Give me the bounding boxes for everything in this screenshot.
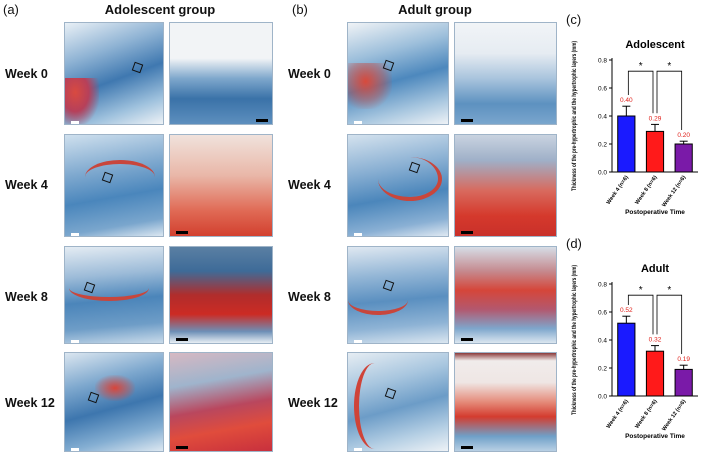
histology-adolescent-week0-zoom [169, 22, 273, 125]
scale-bar [461, 446, 473, 449]
bar [617, 322, 636, 397]
bar [674, 368, 693, 397]
histology-adult-week0-overview [347, 22, 449, 125]
bar [617, 115, 636, 173]
x-tick-label: Week 8 (n=6) [634, 175, 658, 206]
bar [674, 143, 693, 173]
week-label-a-0: Week 0 [5, 67, 48, 81]
histology-adult-week4-zoom [454, 134, 557, 237]
panel-a-title: Adolescent group [104, 2, 216, 17]
roi-box [131, 61, 144, 74]
week-label-b-1: Week 4 [288, 178, 331, 192]
y-tick-label: 0.4 [598, 338, 607, 345]
data-label: 0.29 [649, 115, 662, 122]
data-label: 0.19 [677, 356, 690, 363]
significance-marker: * [639, 61, 643, 72]
x-tick-label: Week 8 (n=6) [634, 399, 658, 430]
y-axis-label: Thickness of the pre-hypertrophic and th… [572, 265, 578, 415]
bar [645, 130, 665, 173]
significance-marker: * [639, 285, 643, 296]
scale-bar [176, 446, 188, 449]
x-tick-label: Week 4 (n=6) [606, 399, 630, 430]
panel-a-letter: (a) [3, 2, 19, 17]
scale-bar [354, 121, 362, 124]
significance-bracket [656, 70, 683, 130]
y-tick-label: 0.8 [598, 282, 607, 289]
histology-adolescent-week8-zoom [169, 246, 273, 344]
scale-bar [354, 340, 362, 343]
roi-box [87, 391, 100, 404]
y-axis-label: Thickness of the pre-hypertrophic and th… [572, 41, 578, 191]
scale-bar [176, 338, 188, 341]
significance-bracket [656, 294, 683, 354]
week-label-b-0: Week 0 [288, 67, 331, 81]
scale-bar [354, 448, 362, 451]
histology-adult-week12-zoom [454, 352, 557, 452]
histology-adult-week4-overview [347, 134, 449, 237]
histology-adult-week0-zoom [454, 22, 557, 125]
scale-bar [461, 119, 473, 122]
x-tick-label: Week 12 (n=6) [661, 175, 687, 209]
histology-adult-week12-overview [347, 352, 449, 452]
histology-adult-week8-overview [347, 246, 449, 344]
week-label-b-3: Week 12 [288, 396, 338, 410]
data-label: 0.32 [649, 337, 662, 344]
significance-bracket [627, 70, 654, 114]
scale-bar [71, 233, 79, 236]
scale-bar [71, 448, 79, 451]
histology-adolescent-week0-overview [64, 22, 164, 125]
panel-b-title: Adult group [398, 2, 472, 17]
scale-bar [354, 233, 362, 236]
x-tick-label: Week 4 (n=6) [606, 175, 630, 206]
scale-bar [71, 340, 79, 343]
x-axis-label: Postoperative Time [625, 209, 685, 216]
week-label-a-2: Week 8 [5, 290, 48, 304]
bar-chart-adult: Adult Thickness of the pre-hypertrophic a… [572, 263, 698, 440]
week-label-a-3: Week 12 [5, 396, 55, 410]
y-tick-label: 0.2 [598, 366, 607, 373]
data-label: 0.40 [620, 97, 633, 104]
bar [645, 350, 665, 397]
bar-chart-adolescent: Adolescent Thickness of the pre-hypertrop… [572, 39, 698, 216]
significance-marker: * [667, 285, 671, 296]
x-tick-label: Week 12 (n=6) [661, 399, 687, 433]
scale-bar [461, 338, 473, 341]
week-label-b-2: Week 8 [288, 290, 331, 304]
histology-adolescent-week4-zoom [169, 134, 273, 237]
histology-adult-week8-zoom [454, 246, 557, 344]
y-tick-label: 0.8 [598, 58, 607, 65]
significance-bracket [627, 294, 654, 335]
chart-title: Adolescent [625, 39, 685, 51]
histology-adolescent-week8-overview [64, 246, 164, 344]
panel-d-letter: (d) [566, 236, 582, 251]
y-tick-label: 0.0 [598, 394, 607, 401]
scale-bar [461, 231, 473, 234]
data-label: 0.52 [620, 307, 633, 314]
y-tick-label: 0.0 [598, 170, 607, 177]
scale-bar [256, 119, 268, 122]
scale-bar [176, 231, 188, 234]
data-label: 0.20 [677, 132, 690, 139]
scale-bar [71, 121, 79, 124]
significance-marker: * [667, 61, 671, 72]
panel-b-letter: (b) [292, 2, 308, 17]
histology-adolescent-week4-overview [64, 134, 164, 237]
chart-title: Adult [641, 263, 669, 275]
x-axis-label: Postoperative Time [625, 433, 685, 440]
panel-c-letter: (c) [566, 12, 582, 27]
y-tick-label: 0.6 [598, 310, 607, 317]
week-label-a-1: Week 4 [5, 178, 48, 192]
y-tick-label: 0.6 [598, 86, 607, 93]
y-tick-label: 0.2 [598, 142, 607, 149]
histology-adolescent-week12-zoom [169, 352, 273, 452]
y-tick-label: 0.4 [598, 114, 607, 121]
histology-adolescent-week12-overview [64, 352, 164, 452]
